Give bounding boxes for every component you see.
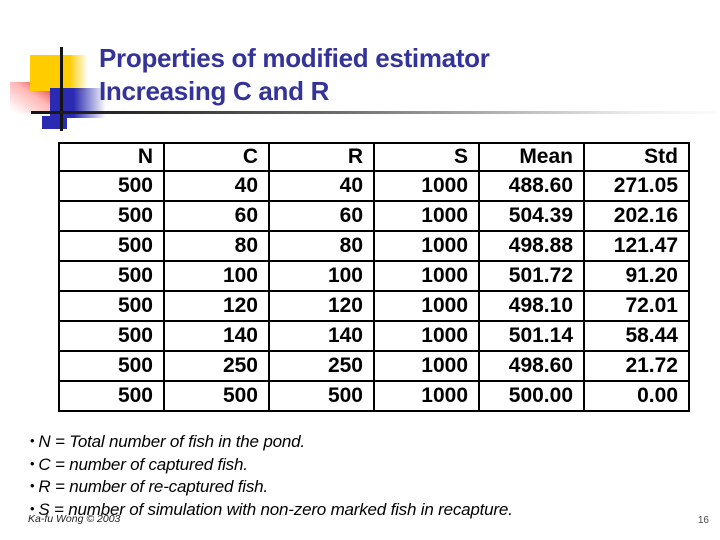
table-cell: 140 [268, 320, 375, 353]
table-cell: 60 [163, 200, 270, 233]
table-cell: 121.47 [583, 230, 690, 263]
table-row: 500 140 140 1000 501.14 58.44 [58, 320, 690, 353]
column-header-mean: Mean [478, 141, 585, 173]
table-row: 500 120 120 1000 498.10 72.01 [58, 290, 690, 323]
table-cell: 100 [268, 260, 375, 293]
table-cell: 504.39 [478, 200, 585, 233]
bullet-icon: • [30, 500, 35, 516]
table-cell: 1000 [373, 200, 480, 233]
results-table-container: N C R S Mean Std 500 40 40 1000 488.60 271.05 500 60… [58, 141, 690, 413]
table-cell: 60 [268, 200, 375, 233]
table-body: 500 40 40 1000 488.60 271.05 500 60 60 1000 504.39… [58, 170, 690, 413]
bullet-icon: • [30, 455, 35, 471]
table-cell: 40 [268, 170, 375, 203]
table-cell: 501.14 [478, 320, 585, 353]
table-cell: 500 [268, 380, 375, 413]
table-cell: 100 [163, 260, 270, 293]
table-row: 500 500 500 1000 500.00 0.00 [58, 380, 690, 413]
table-cell: 40 [163, 170, 270, 203]
table-cell: 1000 [373, 260, 480, 293]
column-header-c: C [163, 141, 270, 173]
table-cell: 498.60 [478, 350, 585, 383]
blue-small-square-decoration [42, 116, 67, 129]
yellow-square-decoration [30, 55, 88, 91]
table-row: 500 250 250 1000 498.60 21.72 [58, 350, 690, 383]
table-cell: 488.60 [478, 170, 585, 203]
slide-title-line2: Increasing C and R [99, 76, 330, 106]
note-text: N = Total number of fish in the pond. [38, 432, 305, 451]
table-cell: 21.72 [583, 350, 690, 383]
table-cell: 500 [58, 260, 165, 293]
title-rule [31, 111, 716, 114]
note-line: • C = number of captured fish. [30, 454, 700, 477]
table-cell: 500 [58, 290, 165, 323]
table-cell: 500 [58, 380, 165, 413]
table-cell: 498.10 [478, 290, 585, 323]
table-cell: 501.72 [478, 260, 585, 293]
table-cell: 1000 [373, 230, 480, 263]
table-cell: 202.16 [583, 200, 690, 233]
column-header-n: N [58, 141, 165, 173]
note-text: C = number of captured fish. [38, 454, 248, 474]
table-cell: 500 [58, 170, 165, 203]
table-row: 500 100 100 1000 501.72 91.20 [58, 260, 690, 293]
table-cell: 1000 [373, 290, 480, 323]
table-cell: 1000 [373, 170, 480, 203]
column-header-r: R [268, 141, 375, 173]
bullet-icon: • [30, 478, 35, 493]
table-row: 500 80 80 1000 498.88 121.47 [58, 230, 690, 263]
table-cell: 1000 [373, 380, 480, 413]
table-cell: 500 [58, 200, 165, 233]
slide-title-line1: Properties of modified estimator [99, 43, 490, 73]
vertical-line-decoration [60, 47, 63, 131]
table-cell: 120 [268, 290, 375, 323]
note-line: • R = number of re-captured fish. [30, 476, 700, 499]
table-cell: 271.05 [583, 170, 690, 203]
table-cell: 500 [58, 230, 165, 263]
table-cell: 500.00 [478, 380, 585, 413]
note-text: S = number of simulation with non-zero m… [38, 499, 513, 519]
table-cell: 80 [163, 230, 270, 263]
note-line: • N = Total number of fish in the pond. [30, 431, 700, 454]
table-cell: 0.00 [583, 380, 690, 413]
table-cell: 72.01 [583, 290, 690, 323]
column-header-std: Std [583, 141, 690, 173]
table-cell: 80 [268, 230, 375, 263]
table-cell: 120 [163, 290, 270, 323]
table-cell: 500 [163, 380, 270, 413]
column-header-s: S [373, 141, 480, 173]
table-cell: 91.20 [583, 260, 690, 293]
table-cell: 1000 [373, 350, 480, 383]
table-cell: 1000 [373, 320, 480, 353]
table-cell: 500 [58, 350, 165, 383]
table-cell: 58.44 [583, 320, 690, 353]
table-cell: 250 [163, 350, 270, 383]
note-text: R = number of re-captured fish. [38, 477, 268, 496]
table-cell: 500 [58, 320, 165, 353]
table-row: 500 60 60 1000 504.39 202.16 [58, 200, 690, 233]
notes-list: • N = Total number of fish in the pond. • C… [30, 431, 700, 521]
results-table: N C R S Mean Std 500 40 40 1000 488.60 271.05 500 60… [58, 141, 690, 413]
table-header-row: N C R S Mean Std [58, 141, 690, 173]
table-row: 500 40 40 1000 488.60 271.05 [58, 170, 690, 203]
bullet-icon: • [30, 433, 35, 448]
table-cell: 140 [163, 320, 270, 353]
page-number: 16 [697, 515, 709, 526]
slide-title: Properties of modified estimator Increas… [99, 42, 699, 108]
table-cell: 498.88 [478, 230, 585, 263]
note-line: • S = number of simulation with non-zero … [30, 499, 700, 522]
footer-credit: Ka-fu Wong © 2003 [28, 513, 121, 525]
table-cell: 250 [268, 350, 375, 383]
